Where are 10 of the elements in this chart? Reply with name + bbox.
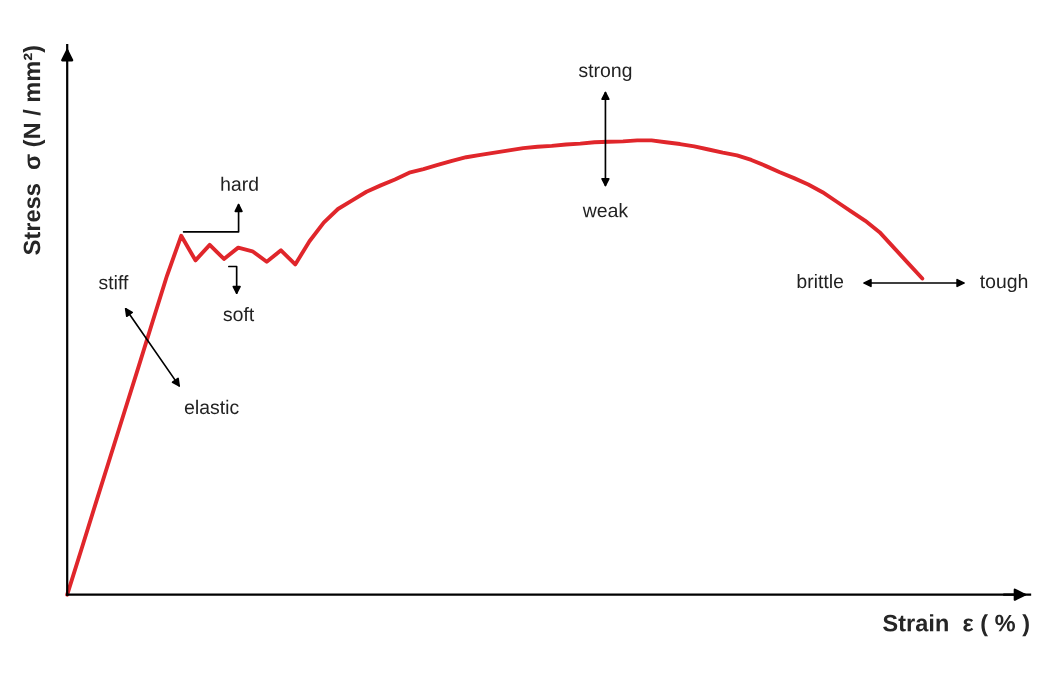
annotation: weak — [582, 203, 629, 218]
x-axis-title: Strain ε ( % ) — [883, 614, 1029, 637]
text: tough — [980, 273, 1028, 293]
text: strong — [578, 64, 632, 82]
annotation: elastic — [184, 399, 239, 415]
annotation: hard — [221, 176, 258, 191]
y-axis-title: Stress σ (N / mm²) — [22, 46, 45, 255]
annotation: brittle — [797, 273, 844, 289]
annotation: stiff — [99, 275, 129, 290]
annotation: soft — [223, 306, 255, 322]
